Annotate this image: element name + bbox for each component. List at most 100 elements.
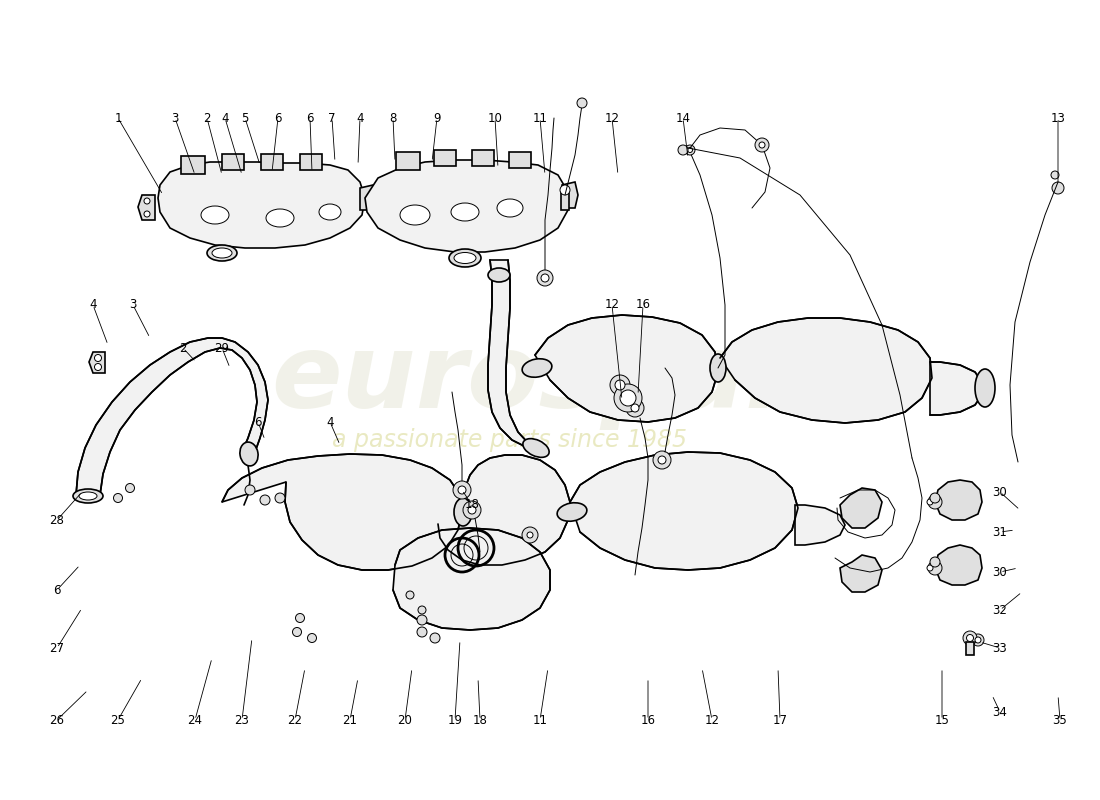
Text: 12: 12 — [605, 111, 619, 125]
Ellipse shape — [975, 369, 996, 407]
Circle shape — [527, 532, 534, 538]
Circle shape — [610, 375, 630, 395]
Text: 30: 30 — [992, 486, 1008, 498]
Circle shape — [658, 456, 666, 464]
Polygon shape — [561, 192, 569, 210]
Ellipse shape — [488, 268, 510, 282]
Text: 15: 15 — [935, 714, 949, 726]
Ellipse shape — [497, 199, 522, 217]
Ellipse shape — [451, 203, 478, 221]
Polygon shape — [222, 154, 244, 170]
Text: 8: 8 — [389, 111, 397, 125]
Text: 29: 29 — [214, 342, 230, 354]
Polygon shape — [300, 154, 322, 170]
Text: 21: 21 — [342, 714, 358, 726]
Circle shape — [755, 138, 769, 152]
Text: 35: 35 — [1053, 714, 1067, 726]
Text: 4: 4 — [221, 111, 229, 125]
Circle shape — [541, 274, 549, 282]
Circle shape — [626, 399, 644, 417]
Text: 11: 11 — [532, 111, 548, 125]
Text: 16: 16 — [636, 298, 650, 311]
Circle shape — [928, 561, 942, 575]
Circle shape — [759, 142, 764, 148]
Text: 1: 1 — [114, 111, 122, 125]
Polygon shape — [535, 315, 718, 422]
Polygon shape — [76, 338, 268, 495]
Circle shape — [275, 493, 285, 503]
Polygon shape — [840, 488, 882, 528]
Polygon shape — [935, 480, 982, 520]
Polygon shape — [89, 352, 104, 373]
Circle shape — [458, 486, 466, 494]
Circle shape — [417, 627, 427, 637]
Polygon shape — [840, 555, 882, 592]
Polygon shape — [562, 182, 578, 208]
Text: 30: 30 — [992, 566, 1008, 578]
Text: 2: 2 — [204, 111, 211, 125]
Polygon shape — [158, 162, 365, 248]
Circle shape — [125, 483, 134, 493]
Text: 3: 3 — [130, 298, 136, 311]
Circle shape — [962, 631, 977, 645]
Text: 23: 23 — [234, 714, 250, 726]
Circle shape — [930, 557, 940, 567]
Circle shape — [144, 211, 150, 217]
Ellipse shape — [212, 248, 232, 258]
Text: 6: 6 — [254, 415, 262, 429]
Circle shape — [113, 494, 122, 502]
Ellipse shape — [454, 253, 476, 263]
Ellipse shape — [240, 442, 258, 466]
Ellipse shape — [319, 204, 341, 220]
Polygon shape — [138, 195, 155, 220]
Circle shape — [653, 451, 671, 469]
Circle shape — [418, 606, 426, 614]
Ellipse shape — [400, 205, 430, 225]
Text: 18: 18 — [464, 498, 480, 511]
Circle shape — [417, 615, 427, 625]
Text: 24: 24 — [187, 714, 202, 726]
Text: 5: 5 — [241, 111, 249, 125]
Ellipse shape — [522, 358, 552, 378]
Text: 2: 2 — [179, 342, 187, 354]
Ellipse shape — [449, 249, 481, 267]
Polygon shape — [720, 318, 932, 423]
Polygon shape — [930, 362, 982, 415]
Circle shape — [522, 527, 538, 543]
Text: 6: 6 — [306, 111, 313, 125]
Polygon shape — [935, 545, 982, 585]
Text: 22: 22 — [287, 714, 303, 726]
Circle shape — [678, 145, 688, 155]
Text: 34: 34 — [992, 706, 1008, 718]
Polygon shape — [393, 528, 550, 630]
Circle shape — [95, 354, 101, 362]
Polygon shape — [472, 150, 494, 166]
Text: 33: 33 — [992, 642, 1008, 654]
Circle shape — [453, 481, 471, 499]
Text: 11: 11 — [532, 714, 548, 726]
Circle shape — [95, 363, 101, 370]
Circle shape — [144, 198, 150, 204]
Text: 31: 31 — [992, 526, 1008, 538]
Ellipse shape — [710, 354, 726, 382]
Polygon shape — [438, 455, 570, 565]
Text: 12: 12 — [704, 714, 719, 726]
Text: 12: 12 — [605, 298, 619, 311]
Polygon shape — [966, 642, 974, 655]
Text: 6: 6 — [274, 111, 282, 125]
Circle shape — [927, 499, 933, 505]
Circle shape — [620, 390, 636, 406]
Circle shape — [975, 637, 981, 643]
Polygon shape — [509, 152, 531, 168]
Text: 14: 14 — [675, 111, 691, 125]
Ellipse shape — [79, 492, 97, 500]
Polygon shape — [795, 505, 845, 545]
Ellipse shape — [557, 502, 587, 522]
Polygon shape — [396, 152, 420, 170]
Text: 32: 32 — [992, 603, 1008, 617]
Ellipse shape — [207, 245, 236, 261]
Circle shape — [406, 591, 414, 599]
Polygon shape — [222, 454, 462, 570]
Circle shape — [260, 495, 270, 505]
Circle shape — [967, 634, 974, 642]
